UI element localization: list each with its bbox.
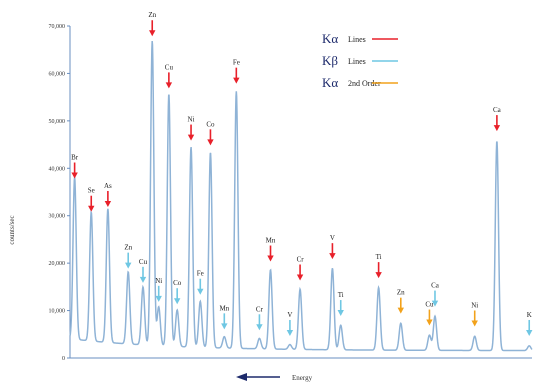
peak-marker-as-ka xyxy=(104,190,112,207)
peak-marker-br-ka xyxy=(71,162,78,179)
peak-marker-v-kb xyxy=(286,319,294,336)
peak-marker-co-kb xyxy=(173,288,181,305)
peak-marker-se-ka xyxy=(88,195,95,212)
y-tick-label: 40,000 xyxy=(49,166,66,172)
peak-marker-ni-kb xyxy=(155,285,162,302)
peak-marker-ti-ka xyxy=(375,262,382,279)
x-axis-label: Energy xyxy=(292,374,313,382)
peak-label-k: K xyxy=(527,311,532,319)
y-tick-label: 70,000 xyxy=(49,24,66,30)
peak-label-ca: Ca xyxy=(493,106,502,114)
peak-marker-cu-ka2 xyxy=(426,309,433,326)
peak-marker-fe-ka xyxy=(233,67,240,84)
peak-label-fe: Fe xyxy=(197,270,204,278)
y-tick-label: 30,000 xyxy=(49,214,66,220)
y-axis-ticks: 0 10,000 20,000 30,000 40,000 50,000 60,000 70,… xyxy=(49,24,70,362)
legend: Kα Lines Kβ Lines Kα 2nd Order xyxy=(322,31,398,90)
legend-ka-symbol: Kα xyxy=(322,31,338,46)
peak-label-cu: Cu xyxy=(165,63,174,71)
legend-ka2-text: 2nd Order xyxy=(348,79,381,88)
peak-marker-ni-ka2 xyxy=(471,310,478,327)
legend-kb-symbol: Kβ xyxy=(322,53,338,68)
peak-label-ni: Ni xyxy=(155,277,162,285)
y-tick-label: 0 xyxy=(62,356,65,362)
peak-label-zn: Zn xyxy=(397,289,405,297)
peak-marker-ti-kb xyxy=(337,300,344,317)
peak-label-mn: Mn xyxy=(266,237,276,245)
peak-label-cu: Cu xyxy=(139,258,148,266)
peak-label-ti: Ti xyxy=(376,253,382,261)
peak-label-mn: Mn xyxy=(219,304,229,312)
peak-label-fe: Fe xyxy=(233,59,240,67)
peak-label-cr: Cr xyxy=(256,305,264,313)
peak-marker-mn-kb xyxy=(221,313,228,330)
y-axis-label: counts/sec xyxy=(8,215,16,244)
peak-marker-cu-ka xyxy=(165,72,173,89)
peak-label-ti: Ti xyxy=(338,291,344,299)
peak-marker-k-kb xyxy=(526,319,533,336)
peak-marker-zn-kb xyxy=(125,252,132,269)
peak-marker-mn-ka xyxy=(267,245,274,262)
peak-marker-co-ka xyxy=(207,129,214,146)
x-axis-label-group: Energy xyxy=(236,373,313,382)
peak-markers xyxy=(71,20,533,336)
peak-label-se: Se xyxy=(88,187,95,195)
peak-label-cu: Cu xyxy=(425,301,434,309)
y-tick-label: 50,000 xyxy=(49,119,66,125)
peak-label-v: V xyxy=(330,234,335,242)
axes xyxy=(69,26,532,359)
peak-marker-zn-ka xyxy=(149,20,156,37)
peak-label-zn: Zn xyxy=(124,244,132,252)
peak-label-br: Br xyxy=(71,154,79,162)
peak-label-zn: Zn xyxy=(148,11,156,19)
peak-label-cr: Cr xyxy=(297,255,305,263)
legend-kb-text: Lines xyxy=(348,57,366,66)
peak-label-as: As xyxy=(104,182,112,190)
legend-ka2-symbol: Kα xyxy=(322,75,338,90)
peak-label-ca: Ca xyxy=(431,282,440,290)
legend-ka-text: Lines xyxy=(348,35,366,44)
peak-marker-cr-ka xyxy=(296,264,304,281)
peak-marker-zn-ka2 xyxy=(397,297,404,314)
peak-marker-cu-kb xyxy=(139,266,147,283)
peak-label-v: V xyxy=(287,311,292,319)
peak-label-co: Co xyxy=(206,120,215,128)
peak-marker-ca-kb xyxy=(431,290,439,307)
y-tick-label: 60,000 xyxy=(49,71,66,77)
peak-labels: Br Se As Zn Cu Zn Ni Cu Co Ni Fe Co Mn Fe Cr Mn V Cr V Ti Ti… xyxy=(71,11,532,319)
peak-label-ni: Ni xyxy=(188,116,195,124)
peak-marker-ca-ka xyxy=(493,115,501,132)
peak-marker-fe-kb xyxy=(197,278,204,295)
peak-marker-cr-kb xyxy=(256,314,263,331)
y-tick-label: 10,000 xyxy=(49,309,66,315)
peak-label-co: Co xyxy=(173,279,182,287)
y-tick-label: 20,000 xyxy=(49,261,66,267)
energy-arrowhead-icon xyxy=(236,373,247,381)
peak-marker-v-ka xyxy=(329,243,336,260)
peak-label-ni: Ni xyxy=(471,301,478,309)
spectrum-line xyxy=(69,41,533,352)
peak-marker-ni-ka xyxy=(187,124,195,141)
